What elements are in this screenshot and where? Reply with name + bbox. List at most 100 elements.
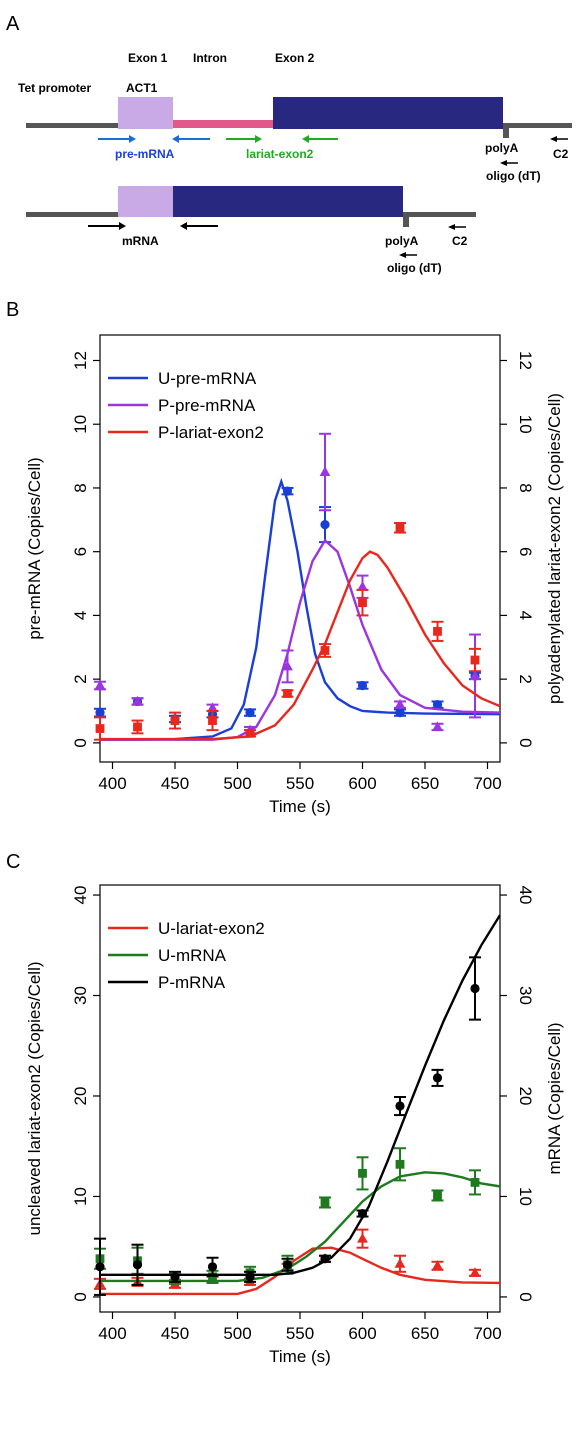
point-p-pre-mrna [469,670,481,680]
point-p-pre-mrna [432,721,443,731]
c2-arrowhead-bottom [448,224,455,230]
point-u-pre-mrna [432,700,443,710]
legend-label-u-lariat-exon2: U-lariat-exon2 [158,919,265,938]
point-p-lariat-exon2 [208,716,217,725]
chart-c: 400 450 500 550 600 650 700 Time (s) 0 0 10 10 20 20 3… [25,884,564,1366]
point-p-pre-mrna [394,699,406,709]
x-tick-label-c: 600 [348,1324,376,1343]
point-p-mrna [432,1073,443,1083]
x-tick-label-c: 500 [223,1324,251,1343]
y-tick-label-right-b: 0 [516,738,535,747]
x-tick-label-c: 550 [286,1324,314,1343]
point-u-mrna [433,1191,442,1200]
exon2-box-top [273,97,503,129]
x-tick-label-b: 700 [473,774,501,793]
exon2-label: Exon 2 [275,51,315,65]
lariat-reverse-arrowhead [302,135,309,143]
point-u-pre-mrna [357,680,368,691]
x-axis-title-c: Time (s) [269,1347,331,1366]
c2-label-top: C2 [553,147,569,161]
c2-arrowhead-top [550,136,557,142]
x-tick-label-b: 650 [411,774,439,793]
pre-mrna-reverse-arrowhead [172,135,179,143]
panel-a-label: A [6,13,20,35]
lariat-forward-arrowhead [255,135,262,143]
point-p-lariat-exon2 [320,646,330,655]
x-tick-label-b: 500 [223,774,251,793]
point-u-pre-mrna [95,708,105,718]
curve-u-mrna [100,1171,500,1283]
point-u-pre-mrna [395,708,405,718]
x-axis-title-b: Time (s) [269,797,331,816]
y-tick-label-right-c: 10 [516,1187,535,1206]
y-tick-label-right-c: 40 [516,886,535,905]
point-p-lariat-exon2 [283,689,292,698]
point-p-mrna [95,1262,105,1272]
y-tick-label-right-c: 0 [516,1292,535,1301]
point-u-mrna [395,1159,405,1169]
y-axis-title-left-c: uncleaved lariat-exon2 (Copies/Cell) [25,961,44,1235]
polya-label-bottom: polyA [385,234,419,248]
x-tick-label-b: 550 [286,774,314,793]
x-tick-label-c: 700 [473,1324,501,1343]
point-u-lariat-exon2 [469,1267,481,1277]
mrna-forward-arrowhead [119,222,126,230]
point-p-mrna [245,1272,255,1282]
point-u-pre-mrna [320,520,330,530]
x-tick-label-c: 650 [411,1324,439,1343]
point-p-lariat-exon2 [433,626,442,636]
curve-p-lariat-exon2 [100,550,500,741]
y-tick-label-left-b: 2 [71,674,90,683]
y-tick-label-left-b: 10 [71,415,90,434]
exon1-box-top [118,97,173,129]
point-p-lariat-exon2 [133,722,142,732]
mrna-reverse-arrowhead [180,222,187,230]
point-p-mrna [170,1272,180,1282]
point-u-lariat-exon2 [432,1260,443,1270]
polya-site-bottom [403,215,409,227]
point-p-pre-mrna [282,660,293,671]
x-tick-label-c: 450 [161,1324,189,1343]
oligo-label-bottom: oligo (dT) [387,261,442,275]
point-p-lariat-exon2 [395,523,405,533]
point-p-mrna [320,1254,330,1264]
point-p-pre-mrna [94,679,106,690]
point-u-mrna [208,1272,217,1282]
y-tick-label-right-b: 8 [516,483,535,492]
panel-a-diagram: A Exon 1 Intron Exon 2 Tet promoter ACT1… [6,13,572,275]
point-p-mrna [357,1208,368,1219]
point-p-mrna [282,1260,293,1270]
y-tick-label-right-b: 4 [516,611,535,620]
point-u-pre-mrna [282,486,293,496]
point-p-lariat-exon2 [470,655,480,665]
pre-mrna-primer-label: pre-mRNA [115,147,175,161]
y-tick-label-right-b: 6 [516,547,535,556]
polya-label-top: polyA [485,141,519,155]
point-u-mrna [320,1198,330,1207]
y-tick-label-left-c: 30 [71,986,90,1005]
y-tick-label-left-b: 0 [71,738,90,747]
y-tick-label-left-b: 4 [71,611,90,620]
legend-label-p-pre-mrna: P-pre-mRNA [158,396,256,415]
y-tick-label-right-b: 10 [516,415,535,434]
panel-c-label: C [6,851,20,873]
point-p-mrna [395,1101,405,1111]
legend-label-u-pre-mrna: U-pre-mRNA [158,369,257,388]
point-u-lariat-exon2 [357,1233,368,1243]
x-tick-label-c: 400 [98,1324,126,1343]
y-tick-label-left-c: 0 [71,1292,90,1301]
y-axis-title-right-c: mRNA (Copies/Cell) [545,1022,564,1174]
point-p-lariat-exon2 [245,728,255,738]
pre-mrna-forward-arrowhead [129,135,136,143]
point-p-pre-mrna [132,695,143,706]
point-p-pre-mrna [319,466,331,477]
curve-p-mrna [100,914,500,1276]
legend-label-u-mrna: U-mRNA [158,946,227,965]
point-p-mrna [207,1262,218,1272]
oligo-label-top: oligo (dT) [486,169,541,183]
y-tick-label-left-b: 8 [71,483,90,492]
mrna-primer-label: mRNA [122,234,159,248]
intron-label: Intron [193,51,227,65]
exon1-label: Exon 1 [128,51,168,65]
